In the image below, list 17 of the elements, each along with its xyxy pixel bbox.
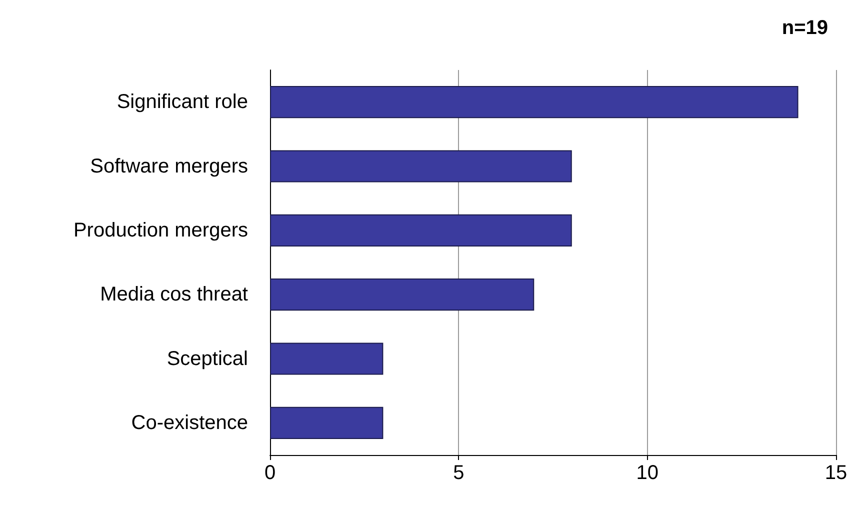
y-tick-label: Co-existence [131, 412, 248, 434]
bar [270, 342, 384, 375]
x-tick-label: 0 [264, 462, 276, 484]
y-tick-label: Sceptical [166, 348, 248, 370]
y-tick-label: Media cos threat [100, 284, 248, 306]
bar [270, 406, 384, 439]
bar [270, 278, 534, 311]
bar [270, 214, 572, 246]
x-tick-label: 5 [453, 462, 464, 484]
x-tick-label: 15 [824, 462, 848, 484]
bar [270, 86, 798, 118]
y-tick-label: Significant role [116, 91, 248, 114]
text: n=19 [782, 17, 828, 39]
bar [270, 150, 572, 182]
x-tick-label: 10 [636, 462, 658, 484]
y-tick-label: Production mergers [73, 219, 248, 242]
y-tick-label: Software mergers [90, 155, 248, 178]
